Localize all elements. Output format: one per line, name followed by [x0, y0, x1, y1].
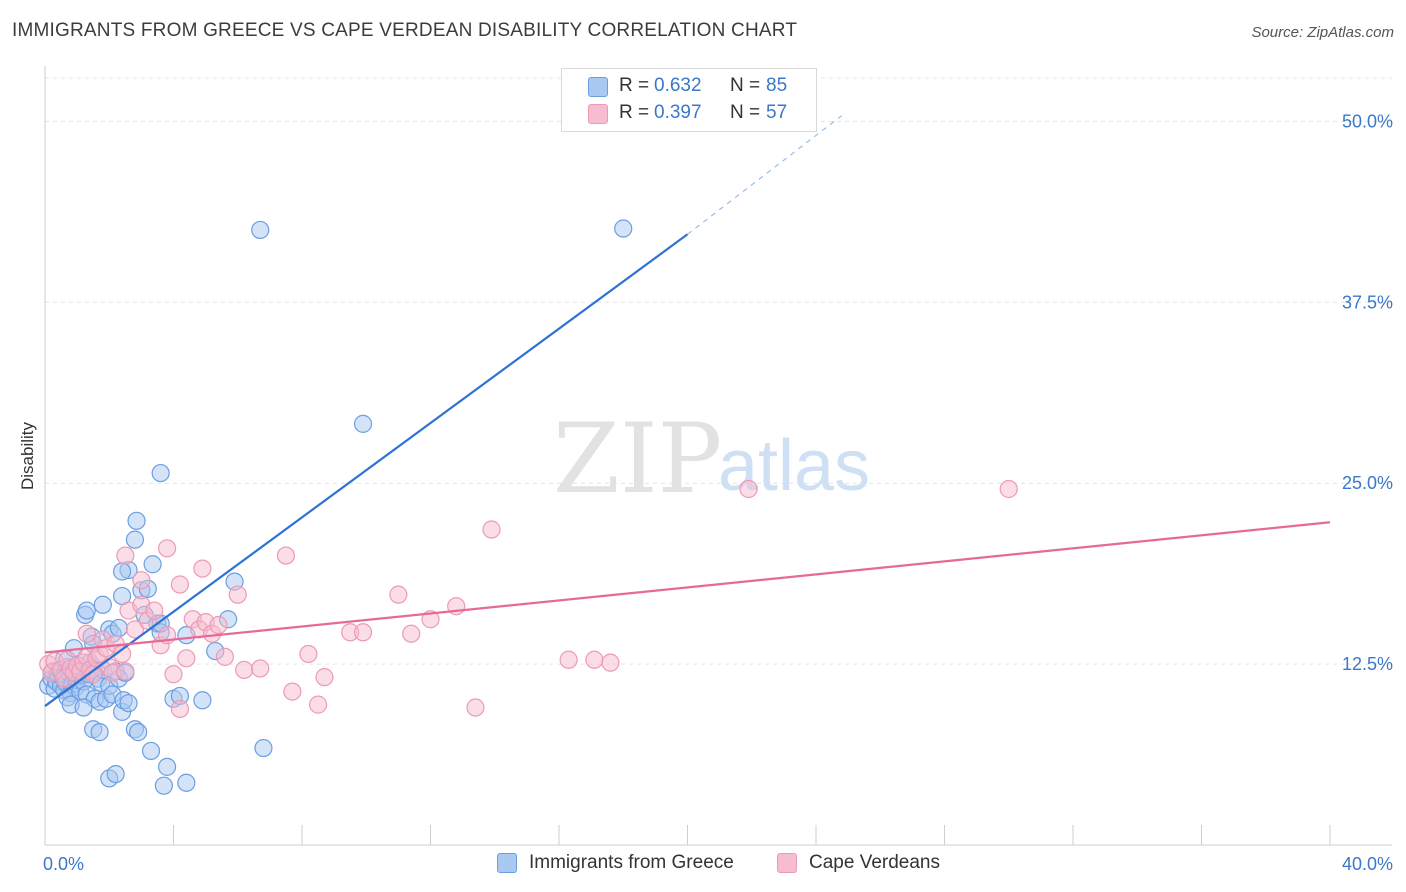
watermark-atlas: atlas [718, 426, 870, 506]
watermark-zip: ZIP [553, 403, 722, 515]
legend-swatch-blue [497, 853, 517, 873]
capeverde-point [132, 571, 151, 590]
greece-point [143, 555, 162, 574]
axes [44, 66, 1392, 846]
legend-n-value: 85 [766, 75, 788, 96]
legend-n-label: N = [730, 102, 761, 123]
series-legend: Immigrants from Greece Cape Verdeans [0, 852, 1406, 878]
capeverde-point [170, 699, 190, 719]
capeverde-point [157, 539, 177, 558]
legend-n-value: 57 [766, 102, 788, 123]
capeverde-point [209, 615, 228, 635]
greece-point [90, 723, 109, 742]
greece-point [177, 773, 196, 792]
greece-point [353, 414, 373, 433]
capeverde-point [315, 668, 334, 687]
legend-row-capeverde: R = 0.397 N = 57 [562, 102, 816, 126]
capeverde-point [193, 559, 212, 578]
trend-lines [44, 115, 1331, 707]
capeverde-point [421, 610, 440, 629]
capeverde-point [999, 479, 1018, 499]
greece-point [74, 698, 93, 717]
capeverde-point [353, 623, 373, 642]
legend-label-capeverde: Cape Verdeans [809, 852, 940, 873]
greece-point [127, 511, 146, 530]
greece-point [151, 463, 170, 483]
greece-point [109, 618, 128, 638]
capeverde-point [251, 659, 270, 678]
y-tick-label: 37.5% [1342, 292, 1393, 312]
y-tick-label: 12.5% [1342, 654, 1393, 674]
data-points [39, 219, 1018, 795]
legend-row-greece: R = 0.632 N = 85 [562, 75, 816, 99]
capeverde-point [177, 649, 196, 668]
capeverde-point [235, 660, 254, 679]
capeverde-point [116, 662, 135, 681]
greece-point [141, 741, 161, 761]
legend-r-value: 0.632 [654, 75, 702, 96]
capeverde-point [601, 653, 620, 672]
capeverde-point [402, 624, 421, 643]
greece-point [77, 601, 96, 620]
capeverde-point [116, 546, 135, 565]
capeverde-point [389, 585, 408, 604]
capeverde-point [77, 624, 96, 643]
capeverde-point [228, 585, 247, 604]
chart-title: IMMIGRANTS FROM GREECE VS CAPE VERDEAN D… [12, 20, 798, 41]
capeverde-point [125, 620, 145, 639]
axis-labels: 12.5% 25.0% 37.5% 50.0% 0.0% 40.0% [43, 111, 1393, 874]
capeverde-point [276, 546, 296, 565]
greece-trend-line [44, 233, 689, 707]
capeverde-point [482, 520, 501, 539]
greece-point [129, 723, 148, 742]
greece-point [254, 738, 273, 758]
greece-point [614, 219, 633, 238]
legend-n-label: N = [730, 75, 761, 96]
greece-point [125, 530, 145, 549]
greece-trend-extension [687, 115, 843, 235]
x-tick-label: 40.0% [1342, 854, 1393, 874]
watermark: ZIP atlas [553, 403, 870, 515]
capeverde-point [164, 665, 183, 684]
greece-point [93, 595, 112, 614]
legend-r-value: 0.397 [654, 102, 702, 123]
greece-point [154, 776, 173, 795]
capeverde-point [299, 644, 318, 664]
legend-swatch-pink [588, 104, 608, 124]
greece-point [157, 757, 177, 776]
legend-r-label: R = [619, 75, 650, 96]
capeverde-point [308, 695, 328, 714]
legend-r-label: R = [619, 102, 650, 123]
capeverde-point [739, 479, 758, 499]
greece-point [106, 764, 125, 784]
greece-point [119, 694, 138, 713]
y-tick-label: 50.0% [1342, 111, 1393, 131]
capeverde-point [466, 698, 485, 717]
capeverde-trend-line [44, 521, 1331, 654]
source-label: Source: ZipAtlas.com [1251, 24, 1394, 41]
capeverde-point [215, 647, 234, 666]
y-axis-title: Disability [18, 421, 37, 490]
greece-point [251, 220, 270, 240]
x-tick-label: 0.0% [43, 854, 84, 874]
greece-point [112, 562, 132, 581]
capeverde-point [283, 682, 302, 701]
capeverde-point [170, 575, 190, 594]
capeverde-point [145, 601, 164, 620]
capeverde-point [559, 650, 578, 669]
capeverde-point [585, 650, 604, 669]
legend-swatch-blue [588, 77, 608, 97]
legend-label-greece: Immigrants from Greece [529, 852, 734, 873]
legend-swatch-pink [777, 853, 797, 873]
correlation-legend: R = 0.632 N = 85 R = 0.397 N = 57 [561, 68, 817, 132]
greece-point [193, 691, 212, 710]
y-tick-label: 25.0% [1342, 473, 1393, 493]
gridlines [45, 77, 1392, 665]
